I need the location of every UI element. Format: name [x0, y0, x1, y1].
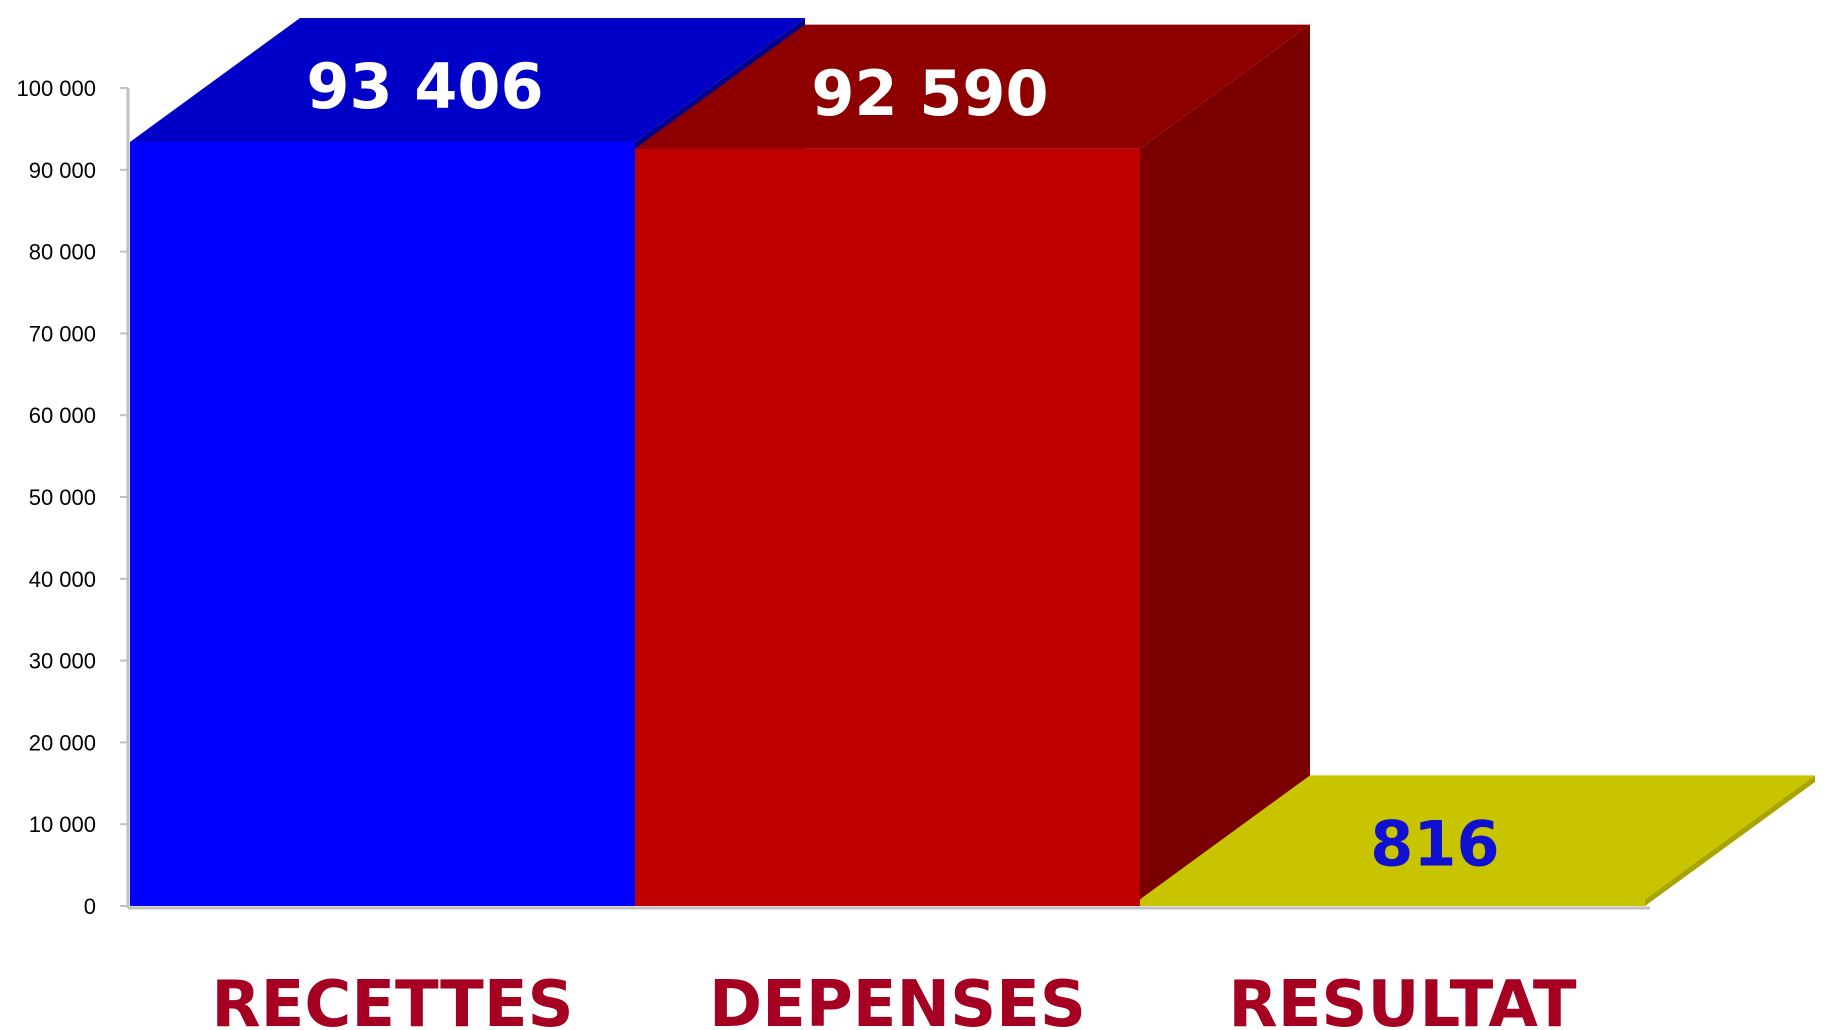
y-tick-label: 100 000 [16, 76, 96, 101]
bar-front-face [130, 142, 635, 906]
category-label: DEPENSES [709, 968, 1086, 1030]
y-tick-label: 30 000 [29, 649, 96, 674]
bars [130, 18, 1815, 906]
bar-front-face [1140, 899, 1645, 906]
data-label: 92 590 [811, 57, 1048, 130]
data-label: 93 406 [306, 50, 543, 123]
data-label: 816 [1370, 808, 1499, 881]
y-tick-label: 0 [84, 894, 96, 919]
y-tick-label: 80 000 [29, 240, 96, 265]
bar-depenses [635, 25, 1310, 906]
bar-front-face [635, 149, 1140, 906]
bar-side-face [1140, 25, 1310, 906]
category-label: RECETTES [211, 968, 573, 1030]
y-tick-label: 50 000 [29, 485, 96, 510]
y-tick-label: 90 000 [29, 158, 96, 183]
y-tick-label: 60 000 [29, 403, 96, 428]
y-tick-label: 40 000 [29, 567, 96, 592]
y-tick-label: 20 000 [29, 730, 96, 755]
y-tick-label: 70 000 [29, 321, 96, 346]
category-label: RESULTAT [1228, 968, 1577, 1030]
y-tick-label: 10 000 [29, 812, 96, 837]
